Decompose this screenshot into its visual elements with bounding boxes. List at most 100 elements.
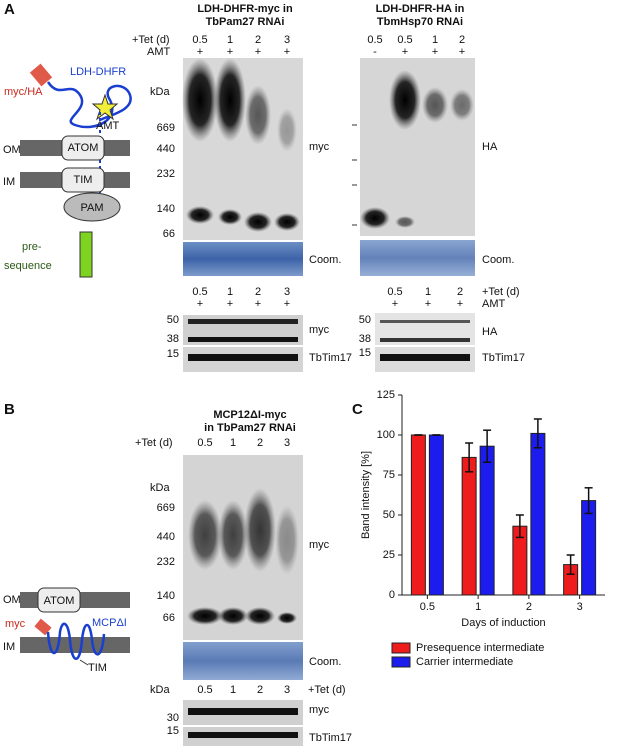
lane-amt: + <box>227 46 233 58</box>
antibody: myc <box>309 704 330 716</box>
loading-control: TbTim17 <box>482 352 525 364</box>
marker: 15 <box>359 347 371 359</box>
tim-label: TIM <box>74 174 93 186</box>
protein-label: MCPΔI <box>92 617 127 629</box>
tet-label: +Tet (d) <box>135 437 173 449</box>
lane-amt: + <box>457 298 463 310</box>
marker: 140 <box>157 203 175 215</box>
x-tick-label: 0.5 <box>420 601 435 613</box>
im-label: IM <box>3 641 15 653</box>
y-tick-label: 75 <box>383 469 395 481</box>
lane-day: 1 <box>227 34 233 46</box>
marker: 232 <box>157 168 175 180</box>
lane-day: 2 <box>255 286 261 298</box>
lane-day: 3 <box>284 684 290 696</box>
blot-image <box>183 315 303 372</box>
y-tick-label: 100 <box>377 429 395 441</box>
y-axis-label: Band intensity [%] <box>360 451 372 539</box>
antibody: HA <box>482 326 498 338</box>
legend-swatch <box>391 642 411 654</box>
lane-amt: + <box>402 46 408 58</box>
panel-letter: C <box>352 401 363 418</box>
lane-day: 2 <box>255 34 261 46</box>
x-axis-label: Days of induction <box>461 617 545 629</box>
marker: 15 <box>167 725 179 737</box>
presequence-label: pre- <box>22 241 42 253</box>
bar <box>410 434 426 596</box>
blot-title: LDH-DHFR-HA in <box>376 3 465 15</box>
marker: 66 <box>163 612 175 624</box>
panel-letter: B <box>4 401 15 418</box>
blot-image <box>183 455 303 680</box>
atom-label: ATOM <box>68 142 99 154</box>
lane-day: 0.5 <box>387 286 402 298</box>
blot-title: MCP12ΔI-myc <box>213 409 286 421</box>
blot-image <box>352 58 475 276</box>
y-tick-label: 50 <box>383 509 395 521</box>
lane-day: 0.5 <box>192 34 207 46</box>
lane-amt: + <box>284 298 290 310</box>
lane-amt: - <box>373 46 377 58</box>
blot-image <box>375 313 475 372</box>
y-tick-label: 125 <box>377 389 395 401</box>
lane-day: 1 <box>425 286 431 298</box>
panel-letter: A <box>4 1 15 18</box>
lane-amt: + <box>432 46 438 58</box>
bar <box>530 432 546 596</box>
marker: 50 <box>167 314 179 326</box>
amt-label: AMT <box>482 298 506 310</box>
tim-label: TIM <box>88 662 107 674</box>
om-label: OM <box>3 594 21 606</box>
lane-amt: + <box>459 46 465 58</box>
drug-label: AMT <box>96 120 120 132</box>
marker: 232 <box>157 556 175 568</box>
stain: Coom. <box>309 254 341 266</box>
marker: 66 <box>163 228 175 240</box>
lane-day: 2 <box>457 286 463 298</box>
legend-label: Presequence intermediate <box>416 642 544 654</box>
lane-amt: + <box>284 46 290 58</box>
lane-day: 0.5 <box>397 34 412 46</box>
atom-label: ATOM <box>44 595 75 607</box>
lane-amt: + <box>425 298 431 310</box>
marker: 38 <box>167 333 179 345</box>
x-tick-label: 3 <box>577 601 583 613</box>
lane-amt: + <box>392 298 398 310</box>
lane-amt: + <box>227 298 233 310</box>
stain: Coom. <box>309 656 341 668</box>
bar <box>581 500 597 596</box>
bar <box>461 456 477 596</box>
kda-label: kDa <box>150 86 170 98</box>
antibody: myc <box>309 539 330 551</box>
presequence-label: sequence <box>4 260 52 272</box>
lane-day: 3 <box>284 437 290 449</box>
tag-label: myc/HA <box>4 86 43 98</box>
loading-control: TbTim17 <box>309 352 352 364</box>
kda-label: kDa <box>150 482 170 494</box>
lane-day: 1 <box>230 437 236 449</box>
legend-label: Carrier intermediate <box>416 656 513 668</box>
pam-label: PAM <box>80 202 103 214</box>
bar <box>479 445 495 596</box>
bar-chart: 0 25 50 75 100 125 Band intensity [%] Days of i… <box>360 389 605 668</box>
legend-swatch <box>391 656 411 668</box>
marker: 669 <box>157 502 175 514</box>
tet-label: +Tet (d) <box>482 286 520 298</box>
marker: 15 <box>167 348 179 360</box>
stain: Coom. <box>482 254 514 266</box>
marker: 38 <box>359 333 371 345</box>
marker: 50 <box>359 314 371 326</box>
loading-control: TbTim17 <box>309 732 352 744</box>
diagram-b <box>20 587 130 666</box>
marker: 30 <box>167 712 179 724</box>
lane-amt: + <box>255 298 261 310</box>
antibody: myc <box>309 324 330 336</box>
x-tick-label: 1 <box>475 601 481 613</box>
marker: 669 <box>157 122 175 134</box>
tet-label: +Tet (d) <box>308 684 346 696</box>
blot-title: LDH-DHFR-myc in <box>197 3 293 15</box>
lane-day: 3 <box>284 34 290 46</box>
antibody: HA <box>482 141 498 153</box>
